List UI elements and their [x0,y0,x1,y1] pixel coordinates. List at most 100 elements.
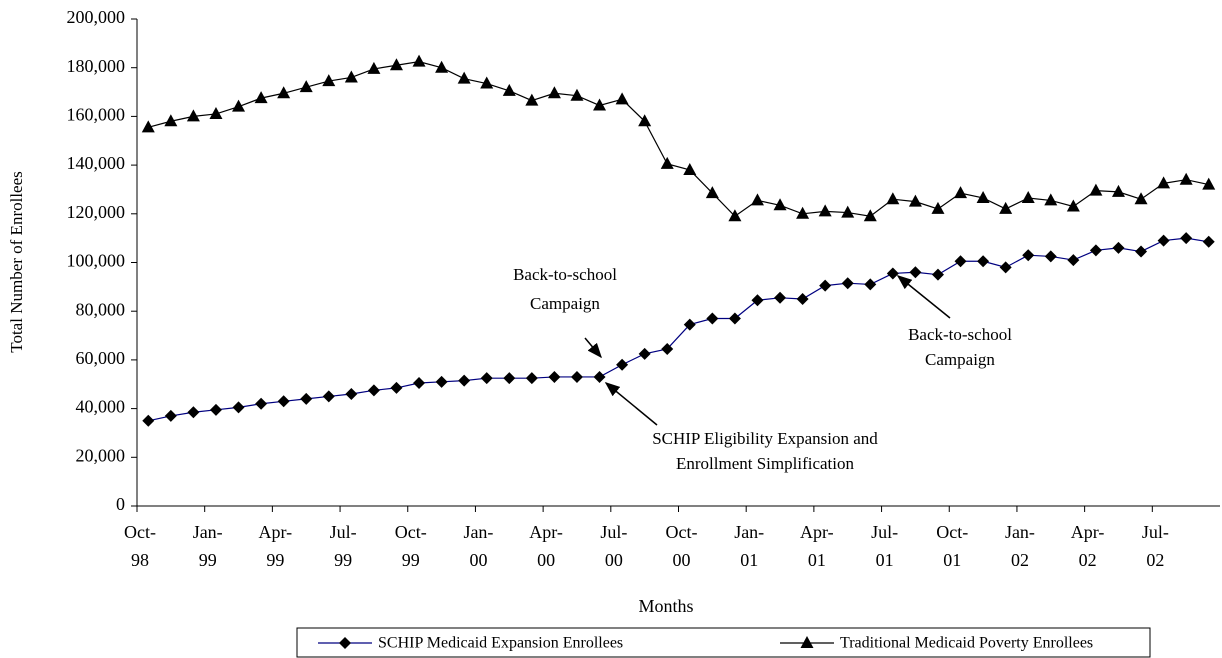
marker-triangle [818,204,832,217]
marker-triangle [976,190,990,203]
marker-triangle [1179,172,1193,185]
x-tick-label: Apr-01 [800,522,834,570]
x-tick-label: Jul-99 [329,522,357,570]
x-tick-label: Jan-99 [192,522,223,570]
marker-triangle [796,206,810,219]
x-tick-label: Jan-00 [463,522,494,570]
marker-triangle [1134,192,1148,205]
marker-triangle [1202,177,1216,190]
marker-diamond [525,372,538,385]
marker-diamond [1044,250,1057,263]
marker-triangle [209,106,223,119]
y-tick-label: 60,000 [76,348,126,368]
legend-label: SCHIP Medicaid Expansion Enrollees [378,635,623,652]
annotation: Campaign [530,294,600,313]
marker-diamond [1089,244,1102,257]
marker-triangle [457,71,471,84]
y-tick-label: 20,000 [76,445,126,465]
y-axis-title: Total Number of Enrollees [7,171,26,353]
marker-triangle [728,209,742,222]
y-tick-label: 0 [116,494,125,514]
marker-diamond [1067,254,1080,267]
marker-diamond [209,403,222,416]
marker-triangle [254,91,268,104]
marker-triangle [750,193,764,206]
marker-triangle [164,114,178,127]
x-tick-label: Jul-02 [1141,522,1169,570]
marker-diamond [638,347,651,360]
marker-triangle [1111,184,1125,197]
marker-diamond [751,294,764,307]
y-tick-label: 80,000 [76,299,126,319]
marker-diamond [322,390,335,403]
annotation: Campaign [925,350,995,369]
x-tick-label: Oct-99 [394,522,427,570]
x-tick-label: Oct-01 [936,522,969,570]
annotation: Back-to-school [908,325,1012,344]
marker-diamond [570,370,583,383]
marker-diamond [841,277,854,290]
marker-triangle [141,120,155,133]
marker-diamond [480,372,493,385]
marker-diamond [277,395,290,408]
marker-diamond [548,370,561,383]
marker-triangle [1021,190,1035,203]
y-tick-label: 40,000 [76,397,126,417]
annotation-arrow [584,337,602,359]
marker-diamond [706,312,719,325]
series-line [148,237,1209,422]
marker-triangle [344,70,358,83]
marker-diamond [142,414,155,427]
legend-marker [800,636,814,648]
annotation-arrow [896,275,951,319]
annotation: Back-to-school [513,265,617,284]
marker-diamond [977,255,990,268]
marker-triangle [615,92,629,105]
marker-triangle [1066,199,1080,212]
marker-diamond [390,381,403,394]
marker-diamond [435,375,448,388]
marker-diamond [616,358,629,371]
marker-triangle [480,76,494,89]
x-axis-title: Months [638,596,693,616]
marker-diamond [232,401,245,414]
marker-triangle [908,194,922,207]
legend-marker [339,637,351,649]
y-tick-label: 160,000 [67,105,126,125]
marker-diamond [683,318,696,331]
marker-triangle [547,86,561,99]
marker-diamond [819,279,832,292]
marker-triangle [299,80,313,93]
marker-triangle [954,186,968,199]
x-tick-label: Apr-02 [1070,522,1105,570]
marker-triangle [502,83,516,96]
marker-diamond [593,370,606,383]
marker-triangle [1044,193,1058,206]
marker-diamond [728,312,741,325]
y-tick-label: 100,000 [67,251,126,271]
marker-triangle [773,198,787,211]
marker-triangle [999,201,1013,214]
y-tick-label: 140,000 [67,153,126,173]
legend-label: Traditional Medicaid Poverty Enrollees [840,635,1093,652]
marker-triangle [367,61,381,74]
marker-triangle [593,98,607,111]
legend-box [296,627,1151,658]
marker-triangle [412,54,426,67]
y-tick-label: 120,000 [67,202,126,222]
x-tick-label: Oct-98 [124,522,156,570]
marker-triangle [705,186,719,199]
annotation: Enrollment Simplification [676,454,855,473]
x-tick-label: Apr-00 [529,522,563,570]
marker-diamond [458,374,471,387]
marker-diamond [1112,241,1125,254]
marker-triangle [435,60,449,73]
marker-diamond [1202,235,1215,248]
annotation: SCHIP Eligibility Expansion and [652,429,878,448]
x-tick-label: Jan-01 [734,522,765,570]
marker-triangle [232,99,246,112]
marker-diamond [413,377,426,390]
marker-triangle [1157,176,1171,189]
